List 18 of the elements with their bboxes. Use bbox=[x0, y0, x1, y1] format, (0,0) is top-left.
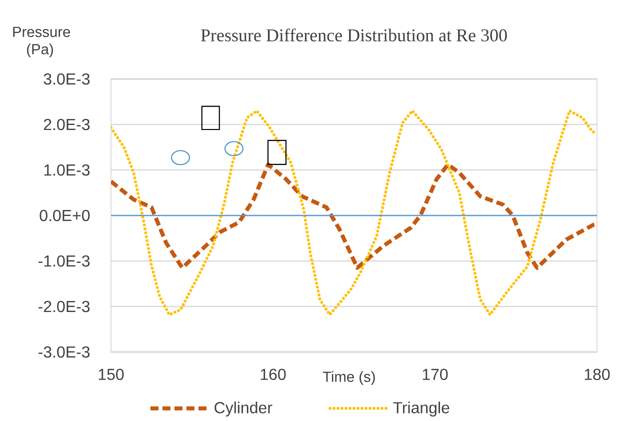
line-series bbox=[111, 162, 598, 270]
x-tick-label: 160 bbox=[260, 368, 286, 380]
legend-label: Triangle bbox=[393, 402, 450, 417]
y-tick-label: -1.0E-3 bbox=[38, 255, 90, 267]
x-axis-title: Time (s) bbox=[322, 371, 375, 385]
y-tick-label: -3.0E-3 bbox=[38, 346, 90, 358]
legend-label: Cylinder bbox=[214, 402, 272, 417]
line-series bbox=[111, 109, 598, 316]
y-tick-label: 1.0E-3 bbox=[44, 164, 90, 176]
x-tick-label: 170 bbox=[422, 368, 448, 380]
y-tick-label: -2.0E-3 bbox=[38, 300, 90, 312]
y-tick-label: 3.0E-3 bbox=[44, 73, 90, 85]
y-tick-label: 2.0E-3 bbox=[44, 118, 90, 130]
chart-title: Pressure Difference Distribution at Re 300 bbox=[200, 28, 507, 42]
y-axis-title: Pressure (Pa) bbox=[13, 26, 70, 58]
y-tick-label: 0.0E+0 bbox=[40, 210, 90, 222]
x-tick-label: 180 bbox=[584, 368, 610, 380]
x-tick-label: 150 bbox=[98, 368, 124, 380]
